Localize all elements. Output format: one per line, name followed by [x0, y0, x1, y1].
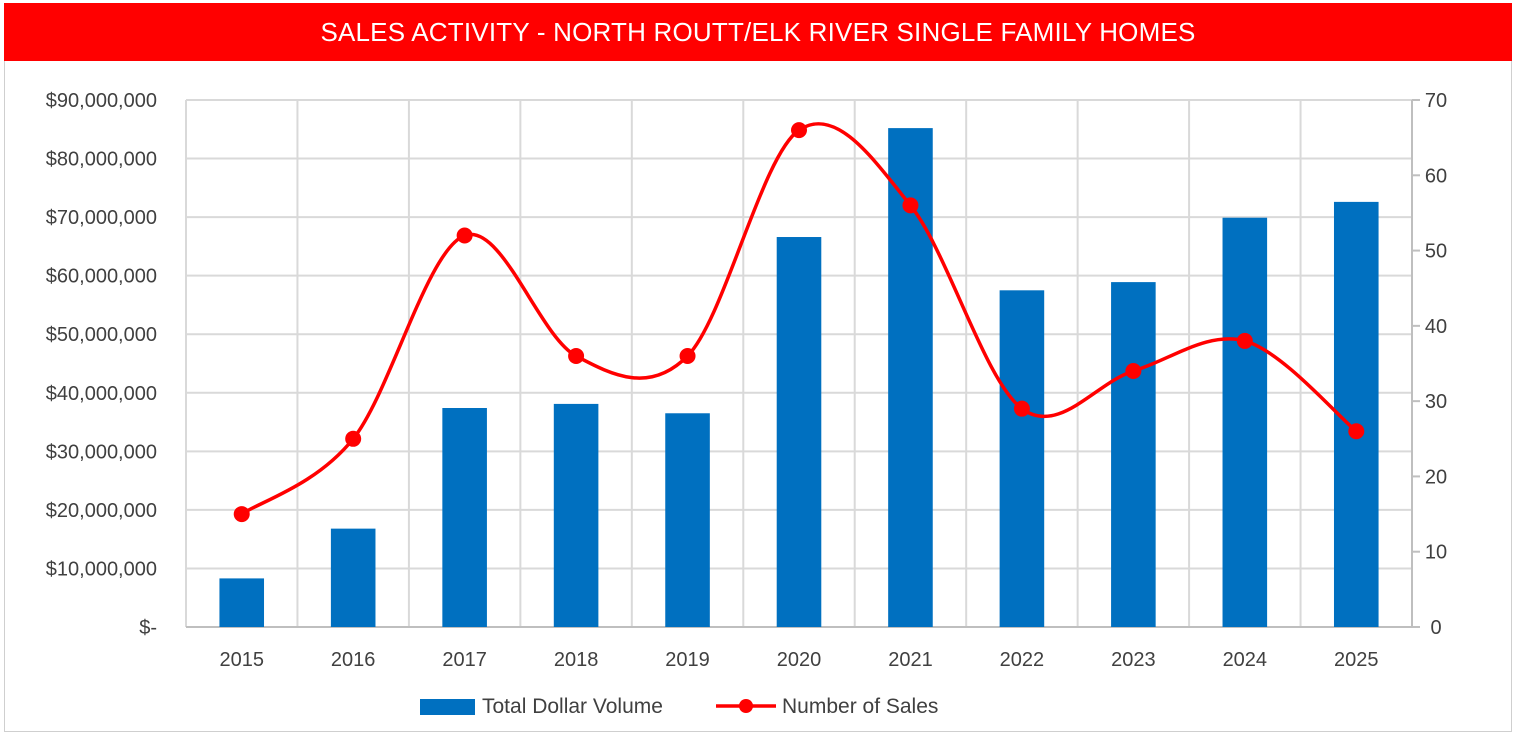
y-left-tick-label: $30,000,000	[46, 441, 157, 463]
legend-swatch-dollar-volume	[420, 699, 475, 715]
x-tick-label: 2021	[888, 649, 933, 671]
sales-point	[233, 506, 250, 523]
sales-point	[345, 430, 362, 447]
x-tick-label: 2024	[1223, 649, 1268, 671]
chart-title: SALES ACTIVITY - NORTH ROUTT/ELK RIVER S…	[4, 3, 1512, 61]
y-right-tick-label: 0	[1430, 617, 1441, 639]
bar	[219, 578, 265, 627]
y-left-tick-label: $90,000,000	[46, 90, 157, 112]
sales-point	[456, 227, 473, 244]
bar	[1111, 282, 1156, 627]
y-right-tick-label: 10	[1425, 542, 1447, 564]
y-left-tick-label: $40,000,000	[46, 383, 157, 405]
bar	[999, 290, 1045, 627]
sales-point	[568, 347, 585, 364]
x-tick-label: 2018	[554, 649, 599, 671]
legend-marker-sales	[739, 699, 753, 713]
y-left-tick-label: $70,000,000	[46, 207, 157, 229]
sales-point	[679, 347, 696, 364]
sales-point	[1236, 332, 1253, 349]
sales-point	[791, 122, 807, 139]
sales-point	[1125, 363, 1142, 380]
x-tick-label: 2016	[331, 649, 376, 671]
y-left-tick-label: $80,000,000	[46, 149, 157, 171]
x-tick-label: 2019	[665, 649, 710, 671]
y-right-tick-label: 20	[1425, 466, 1447, 488]
y-left-tick-label: $20,000,000	[46, 500, 157, 522]
bar	[665, 413, 710, 627]
y-right-tick-label: 50	[1425, 241, 1447, 263]
sales-point	[1013, 400, 1030, 417]
bar	[442, 408, 487, 627]
y-left-tick-label: $-	[139, 617, 157, 639]
sales-point	[902, 197, 919, 214]
legend-label-sales: Number of Sales	[782, 695, 938, 718]
sales-point	[1348, 423, 1365, 440]
bar	[330, 528, 376, 627]
x-tick-label: 2017	[442, 649, 487, 671]
bar	[776, 237, 822, 627]
x-tick-label: 2022	[1000, 649, 1045, 671]
y-left-tick-label: $50,000,000	[46, 324, 157, 346]
y-left-tick-label: $60,000,000	[46, 266, 157, 288]
x-tick-label: 2020	[777, 649, 822, 671]
legend-label-dollar-volume: Total Dollar Volume	[482, 695, 663, 718]
y-left-tick-label: $10,000,000	[46, 558, 157, 580]
y-right-tick-label: 30	[1425, 391, 1447, 413]
x-tick-label: 2015	[219, 649, 264, 671]
sales-line	[240, 122, 1358, 516]
x-tick-label: 2023	[1111, 649, 1156, 671]
y-right-tick-label: 70	[1425, 90, 1447, 112]
y-right-tick-label: 40	[1425, 316, 1447, 338]
bar	[553, 403, 599, 627]
bar	[1333, 201, 1379, 628]
x-tick-label: 2025	[1334, 649, 1379, 671]
bar	[1222, 217, 1268, 628]
y-right-tick-label: 60	[1425, 165, 1447, 187]
